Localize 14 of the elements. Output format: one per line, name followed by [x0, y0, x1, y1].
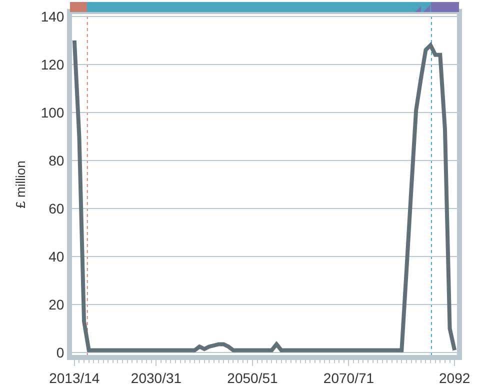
x-tick-label: 2092 [439, 370, 470, 385]
y-tick-label: 40 [48, 248, 64, 264]
y-tick-label: 20 [48, 296, 64, 312]
x-tick-label: 2070/71 [323, 370, 374, 385]
y-tick-label: 120 [40, 56, 64, 72]
y-tick-label: 80 [48, 152, 64, 168]
y-tick-label: 0 [56, 344, 64, 360]
x-tick-label: 2050/51 [227, 370, 278, 385]
y-tick-label: 60 [48, 200, 64, 216]
x-tick-label: 2013/14 [49, 370, 100, 385]
y-axis-title: £ million [12, 160, 28, 208]
y-tick-label: 140 [40, 8, 64, 24]
x-tick-label: 2030/31 [130, 370, 182, 385]
y-tick-label: 100 [40, 104, 64, 120]
